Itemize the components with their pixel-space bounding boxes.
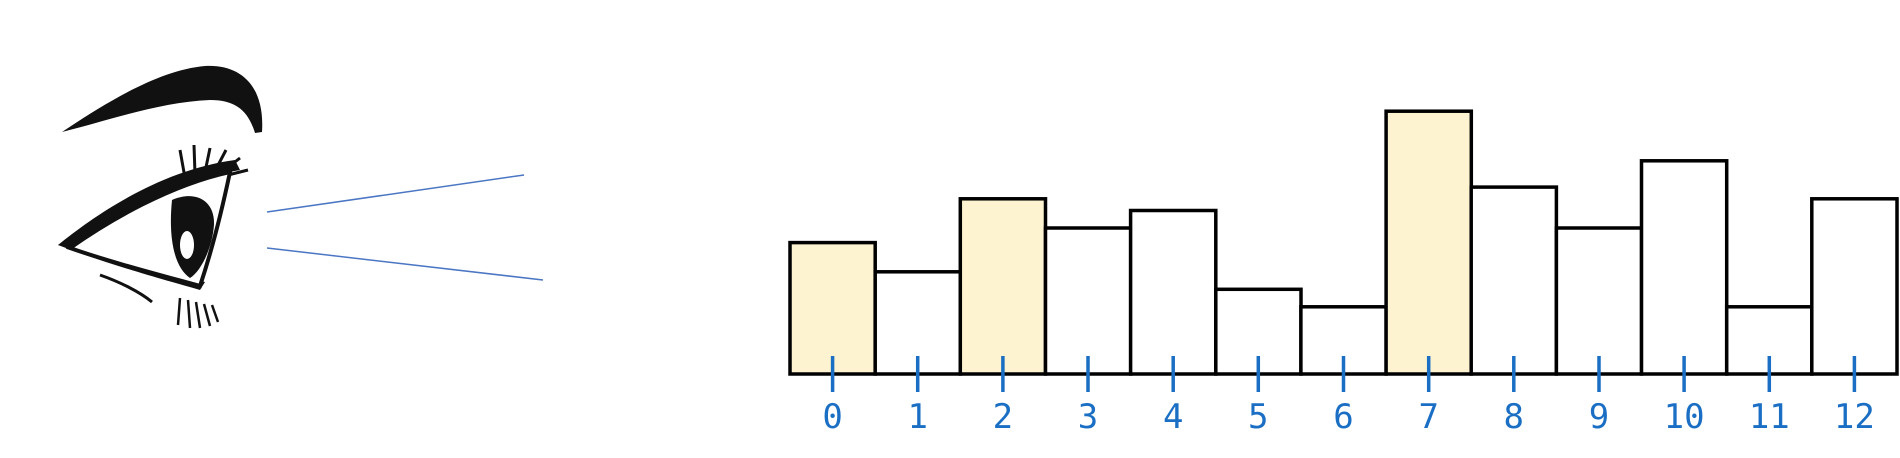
sight-line-upper [266,174,525,213]
tick-label-1: 1 [907,397,927,437]
tick-label-10: 10 [1664,397,1705,437]
tick-label-4: 4 [1163,397,1183,437]
tick-label-8: 8 [1504,397,1524,437]
bar-0 [788,240,877,376]
tick-label-5: 5 [1248,397,1268,437]
tick-label-9: 9 [1589,397,1609,437]
bar-2 [958,197,1048,376]
tick-label-6: 6 [1333,397,1353,437]
eye-icon [58,65,263,329]
tick-label-11: 11 [1749,397,1790,437]
tick-label-2: 2 [993,397,1013,437]
tick-label-0: 0 [822,397,842,437]
bar-8 [1469,185,1559,376]
tick-label-12: 12 [1834,397,1875,437]
bar-chart: 0 1 2 3 4 5 6 7 8 9 10 11 12 [788,109,1899,437]
tick-label-3: 3 [1078,397,1098,437]
sight-line-lower [266,247,544,281]
tick-label-7: 7 [1418,397,1438,437]
bar-4 [1128,208,1218,376]
bar-7 [1384,109,1474,376]
bar-10 [1639,159,1729,376]
bar-9 [1554,226,1644,376]
bar-12 [1810,197,1899,376]
bar-3 [1043,226,1133,376]
